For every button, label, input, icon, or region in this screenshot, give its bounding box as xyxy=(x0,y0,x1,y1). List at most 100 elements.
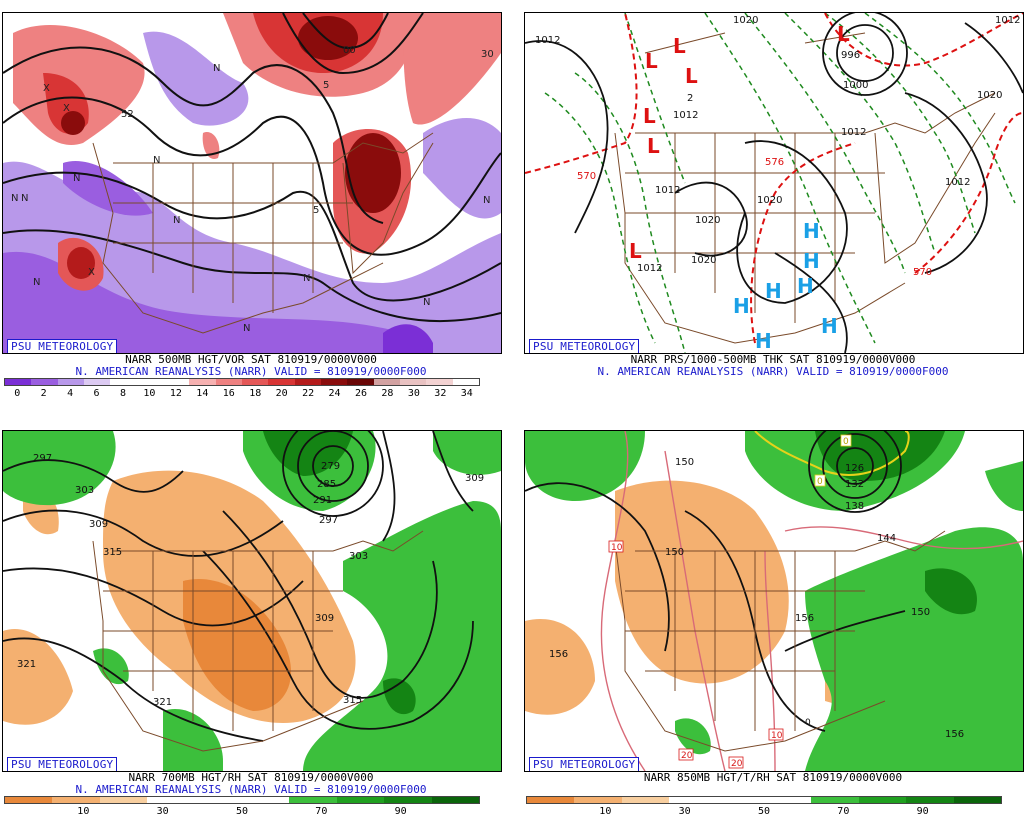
colorbar-swatch xyxy=(294,379,321,385)
vort-label: N xyxy=(73,173,80,184)
vort-labels: X N N N N N N N N N N N X X 5 5 00 30 52 xyxy=(11,45,494,334)
vort-label: N xyxy=(33,277,40,288)
vort-label: N xyxy=(173,215,180,226)
moist-region xyxy=(163,709,223,771)
moist-region xyxy=(263,431,353,476)
colorbar-swatch xyxy=(242,797,290,803)
colorbar-swatch xyxy=(162,379,190,385)
isobar-label: 996 xyxy=(841,50,860,61)
isotherm-label: 20 xyxy=(681,751,693,761)
isotherm-label: 10 xyxy=(771,731,783,741)
height-label: 156 xyxy=(945,729,964,740)
height-label: 315 xyxy=(343,695,362,706)
isobar-labels: 1012 1020 1012 1012 1012 1020 1020 1012 … xyxy=(535,15,1020,274)
panel-700mb-rh: 297 303 309 315 279 285 291 297 303 309 … xyxy=(0,418,502,818)
vort-label: X xyxy=(43,83,50,94)
height-label: 309 xyxy=(315,613,334,624)
height-label: 150 xyxy=(665,547,684,558)
low-markers: L L L L L L L xyxy=(629,22,850,263)
isobar-label: 1020 xyxy=(733,15,758,26)
colorbar-swatch xyxy=(452,379,479,385)
height-label: 279 xyxy=(321,461,340,472)
product-title: NARR 700MB HGT/RH SAT 810919/0000V000 xyxy=(128,771,374,784)
colorbar-tick-label: 90 xyxy=(916,806,929,817)
colorbar-swatch xyxy=(906,797,954,803)
valid-time: N. AMERICAN REANALYSIS (NARR) VALID = 81… xyxy=(75,365,427,378)
height-label: 132 xyxy=(845,479,864,490)
height-contours xyxy=(3,13,501,323)
pos-vort-region xyxy=(202,132,220,159)
pos-vort-max xyxy=(61,111,85,135)
product-title: NARR 850MB HGT/T/RH SAT 810919/0000V000 xyxy=(643,771,903,784)
high-marker: H xyxy=(733,294,750,318)
colorbar-swatch xyxy=(764,797,812,803)
isobar-label: 1020 xyxy=(977,90,1002,101)
zero-isotherm xyxy=(754,431,910,476)
colorbar-swatch xyxy=(215,379,242,385)
low-marker: L xyxy=(837,22,850,46)
colorbar-tick-label: 8 xyxy=(119,388,127,399)
high-marker: H xyxy=(803,249,820,273)
colorbar-swatch xyxy=(57,379,84,385)
map-mslp: L L L L L L L H H H H H H H 1012 1020 xyxy=(524,12,1024,354)
height-label: 138 xyxy=(845,501,864,512)
thickness-label: 570 xyxy=(577,171,596,182)
colorbar-tick-label: 26 xyxy=(354,388,368,399)
low-marker: L xyxy=(685,64,698,88)
moist-region xyxy=(303,501,501,771)
vort-label: 00 xyxy=(343,45,356,56)
pos-vort-max xyxy=(67,247,95,279)
vorticity-colorbar-ticks: 0 2 4 6 8 10 12 14 16 18 20 22 24 26 28 30 32 34 xyxy=(4,388,480,400)
height-label: 144 xyxy=(877,533,896,544)
low-marker: L xyxy=(673,34,686,58)
height-label: 285 xyxy=(317,479,336,490)
vort-label: N xyxy=(423,297,430,308)
colorbar-swatch xyxy=(426,379,453,385)
moist-region xyxy=(433,431,501,475)
isobar-label: 1020 xyxy=(757,195,782,206)
height-label: 156 xyxy=(795,613,814,624)
height-label: 321 xyxy=(153,697,172,708)
colorbar-swatch xyxy=(52,797,100,803)
political-borders xyxy=(92,530,424,752)
colorbar-tick-label: 70 xyxy=(315,806,328,817)
colorbar-tick-label: 2 xyxy=(40,388,47,399)
colorbar-swatch xyxy=(858,797,907,803)
vort-label: N xyxy=(153,155,160,166)
vort-label: N xyxy=(213,63,220,74)
dry-region xyxy=(3,629,73,725)
colorbar-tick-label: 18 xyxy=(249,388,262,399)
map-700mb-svg: 297 303 309 315 279 285 291 297 303 309 … xyxy=(3,431,501,771)
colorbar-swatch xyxy=(320,379,348,385)
vort-label: N xyxy=(303,273,310,284)
low-marker: L xyxy=(629,239,642,263)
colorbar-tick-label: 14 xyxy=(196,388,209,399)
isobar-label: 1012 xyxy=(995,15,1020,26)
colorbar-tick-label: 90 xyxy=(394,806,407,817)
colorbar-tick-label: 30 xyxy=(156,806,169,817)
panel-mslp-thickness: L L L L L L L H H H H H H H 1012 1020 xyxy=(522,0,1024,400)
colorbar-tick-label: 22 xyxy=(302,388,315,399)
moist-region xyxy=(383,678,416,715)
colorbar-tick-label: 10 xyxy=(143,388,156,399)
colorbar-tick-label: 30 xyxy=(407,388,420,399)
dry-region xyxy=(615,480,789,684)
vort-label: N xyxy=(11,193,18,204)
high-markers: H H H H H H H xyxy=(733,219,838,353)
colorbar-swatch xyxy=(268,379,295,385)
vort-label: 30 xyxy=(481,49,494,60)
isotherm-label: 10 xyxy=(611,543,623,553)
height-label: 303 xyxy=(75,485,94,496)
moist-region xyxy=(925,568,977,615)
isobar-label: 1012 xyxy=(945,177,970,188)
colorbar-swatch xyxy=(336,797,385,803)
colorbar-tick-label: 4 xyxy=(67,388,74,399)
pos-vort-max xyxy=(345,133,401,213)
isobar-label: 1012 xyxy=(637,263,662,274)
thickness-labels: 570 576 570 xyxy=(577,157,932,278)
height-label: 303 xyxy=(349,551,368,562)
colorbar-swatch xyxy=(194,797,243,803)
neg-vort-region xyxy=(3,251,403,353)
thickness-540-lines xyxy=(525,13,1023,344)
height-labels: 297 303 309 315 279 285 291 297 303 309 … xyxy=(17,453,484,708)
